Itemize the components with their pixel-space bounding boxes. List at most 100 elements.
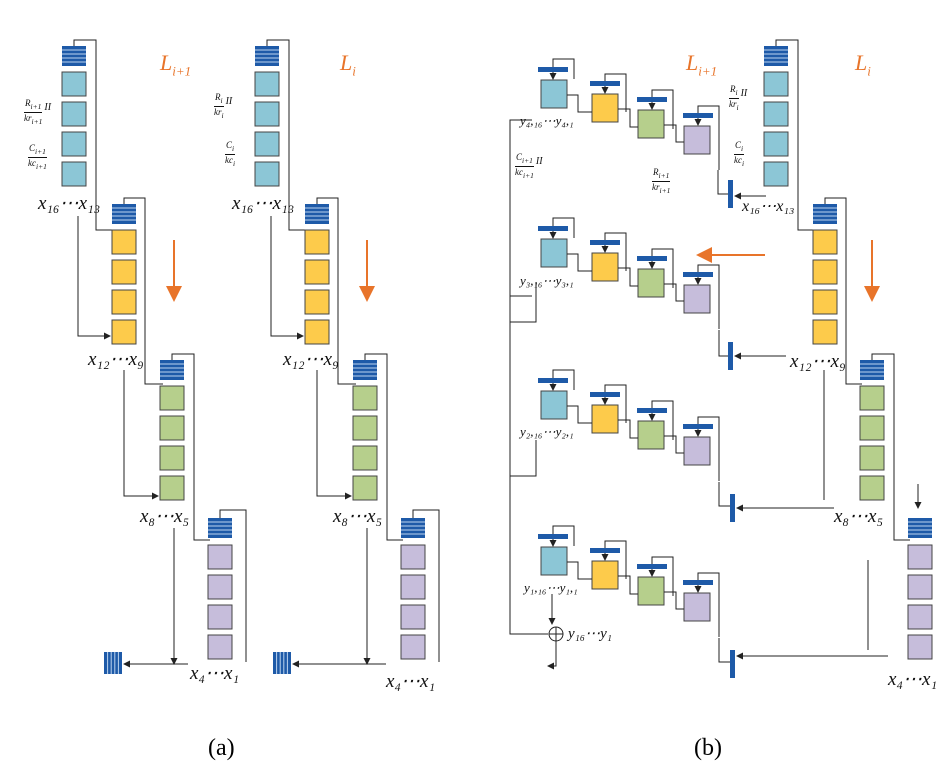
connector-line (651, 556, 674, 596)
blue-pe-box (540, 546, 568, 576)
green-pe-box (637, 420, 665, 450)
connector-line (73, 39, 114, 231)
label-x4-1-a-left: x₄⋯x₁ (190, 663, 240, 684)
green-pe-box (859, 385, 885, 411)
label-x16-13-b: x₁₆⋯x₁₃ (742, 198, 795, 215)
register-bar-icon (637, 256, 667, 261)
connector-line (266, 39, 307, 231)
connector-line (871, 353, 910, 541)
yellow-pe-box (111, 319, 137, 345)
connector-line (651, 400, 674, 440)
blue-pe-box (540, 79, 568, 109)
fifo-buffer-icon (860, 360, 884, 380)
label-y3: y₃,₁₆⋯y₃,₁ (520, 273, 574, 288)
connector-line (567, 561, 592, 580)
label-x12-9-a-right: x₁₂⋯x₉ (283, 349, 339, 370)
purple-pe-box (683, 436, 711, 466)
yellow-pe-box (304, 229, 330, 255)
connector-line (697, 264, 720, 329)
blue-pe-box (61, 101, 87, 127)
connector-line (664, 283, 684, 302)
ratio-r-cur-a: Ri kri II (214, 92, 233, 120)
label-ysum: y₁₆⋯y₁ (568, 626, 612, 642)
register-bar-icon (730, 494, 735, 522)
connector-line (219, 509, 247, 662)
connector-line (604, 384, 627, 423)
fifo-buffer-icon (208, 518, 232, 538)
connector-line (718, 330, 728, 357)
blue-pe-box (540, 390, 568, 420)
connector-line (123, 197, 163, 385)
connector-line (697, 105, 720, 170)
connector-line (618, 575, 638, 595)
register-bar-icon (590, 392, 620, 397)
green-pe-box (352, 475, 378, 501)
connector-line (618, 108, 638, 128)
label-x12-9-a-left: x₁₂⋯x₉ (88, 349, 144, 370)
yellow-pe-box (812, 319, 838, 345)
ratio-r-cur-b: Ri kri II (729, 84, 748, 112)
connector-line (697, 416, 720, 481)
layer-label-current-a: Li (340, 50, 356, 79)
layer-label-next-b: Li+1 (686, 50, 718, 79)
yellow-pe-box (812, 229, 838, 255)
connector-line (510, 440, 537, 477)
fifo-buffer-icon (353, 360, 377, 380)
caption-a: (a) (208, 735, 235, 761)
label-x8-5-a-left: x₈⋯x₅ (140, 506, 190, 527)
connector-line (567, 94, 592, 113)
yellow-pe-box (591, 252, 619, 282)
blue-pe-box (254, 161, 280, 187)
yellow-pe-box (304, 319, 330, 345)
connector-line (552, 525, 575, 546)
register-bar-icon (538, 226, 568, 231)
fifo-buffer-icon (305, 204, 329, 224)
connector-line (718, 482, 730, 507)
label-x4-1-b: x₄⋯x₁ (888, 669, 938, 690)
yellow-pe-box (812, 289, 838, 315)
register-bar-icon (730, 650, 735, 678)
purple-pe-box (207, 574, 233, 600)
green-pe-box (637, 268, 665, 298)
purple-pe-box (907, 604, 933, 630)
purple-pe-box (400, 544, 426, 570)
register-bar-icon (683, 424, 713, 429)
register-bar-icon (538, 67, 568, 72)
purple-pe-box (207, 544, 233, 570)
connector-line (567, 253, 592, 272)
register-bar-icon (590, 548, 620, 553)
yellow-pe-box (304, 289, 330, 315)
blue-pe-box (254, 101, 280, 127)
purple-pe-box (907, 634, 933, 660)
purple-pe-box (207, 634, 233, 660)
green-pe-box (159, 385, 185, 411)
label-x12-9-b: x₁₂⋯x₉ (790, 351, 846, 372)
layer-label-current-b: Li (855, 50, 871, 79)
yellow-pe-box (304, 259, 330, 285)
connector-line (604, 540, 627, 579)
fifo-buffer-icon (908, 518, 932, 538)
register-bar-icon (590, 81, 620, 86)
register-bar-icon (683, 272, 713, 277)
register-bar-icon (728, 180, 733, 208)
output-fifo-icon (104, 652, 122, 674)
yellow-pe-box (111, 289, 137, 315)
connector-line (618, 419, 638, 439)
blue-pe-box (763, 161, 789, 187)
blue-pe-box (763, 101, 789, 127)
register-bar-icon (637, 97, 667, 102)
register-bar-icon (590, 240, 620, 245)
connector-line (510, 282, 537, 323)
yellow-pe-box (591, 404, 619, 434)
register-bar-icon (728, 342, 733, 370)
green-pe-box (159, 475, 185, 501)
purple-pe-box (400, 634, 426, 660)
ratio-c-cur-b: Ci kci (734, 140, 745, 168)
register-bar-icon (538, 534, 568, 539)
connector-line (552, 369, 575, 390)
green-pe-box (352, 385, 378, 411)
label-x4-1-a-right: x₄⋯x₁ (386, 671, 436, 692)
connector-line (664, 435, 684, 454)
connector-line (604, 232, 627, 271)
